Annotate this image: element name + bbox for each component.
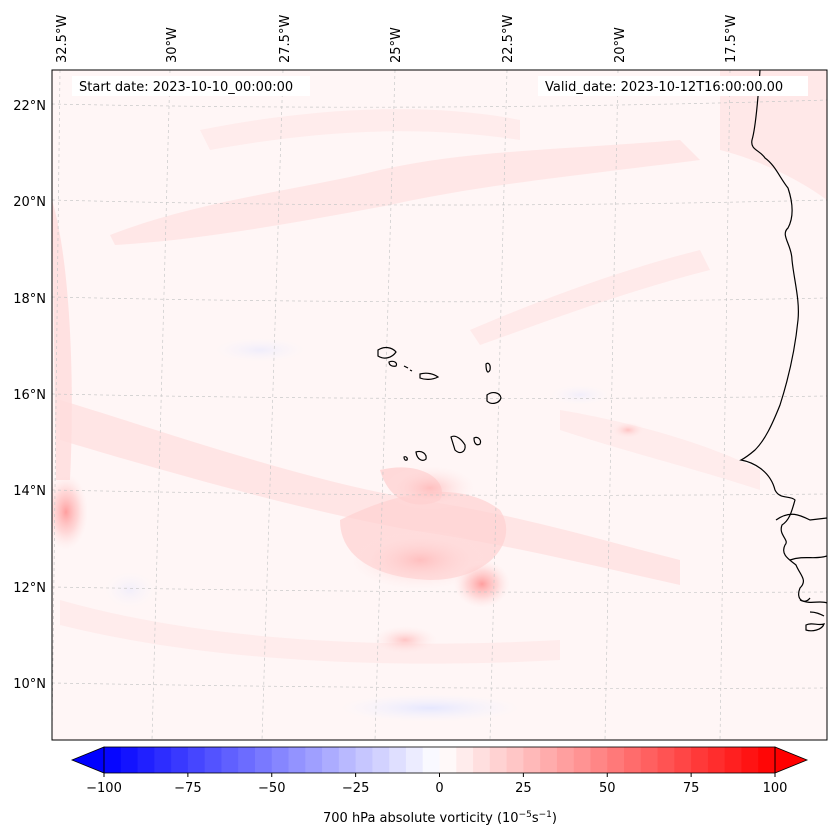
lon-label: 22.5°W (501, 15, 516, 63)
colorbar-arrow-high (774, 746, 809, 774)
map-panel: Start date: 2023-10-10_00:00:00 Valid_da… (51, 69, 828, 741)
lon-label: 27.5°W (278, 15, 293, 63)
colorbar-cell (221, 747, 239, 773)
colorbar-tick-label: −25 (342, 781, 369, 796)
colorbar-cell (338, 747, 357, 773)
start-date-box (72, 76, 310, 96)
colorbar-cell (657, 747, 675, 773)
colorbar-tick-label: 75 (683, 781, 700, 796)
colorbar-cell (506, 747, 524, 773)
colorbar-cell (624, 747, 642, 773)
colorbar-tick-label: 100 (763, 781, 788, 796)
colorbar-cell (456, 747, 474, 773)
colorbar-cell (607, 747, 625, 773)
colorbar-cell (691, 747, 709, 773)
colorbar-cells (104, 747, 776, 773)
lat-label: 14°N (13, 484, 46, 499)
colorbar-cell (422, 747, 440, 773)
lat-label: 16°N (13, 388, 46, 403)
colorbar-tick-label: 50 (599, 781, 616, 796)
colorbar-cell (758, 747, 776, 773)
colorbar-cell (473, 747, 491, 773)
colorbar-ticks: −100 −75 −50 −25 0 25 50 75 100 (86, 773, 787, 796)
colorbar-cell (590, 747, 608, 773)
valid-date-box (538, 76, 808, 96)
colorbar-cell (573, 747, 591, 773)
valid-date-label: Valid_date: 2023-10-12T16:00:00.00 (545, 80, 783, 95)
colorbar-arrow-low (70, 746, 105, 774)
colorbar-cell (355, 747, 373, 773)
colorbar-cell (288, 747, 306, 773)
colorbar: −100 −75 −50 −25 0 25 50 75 100 700 hPa absolute… (70, 746, 809, 826)
colorbar-cell (322, 747, 340, 773)
colorbar-cell (271, 747, 290, 773)
colorbar-tick-label: −100 (86, 781, 122, 796)
vorticity-field (52, 70, 827, 722)
lat-label: 12°N (13, 581, 46, 596)
colorbar-cell (372, 747, 390, 773)
coastline (739, 70, 827, 632)
lon-label: 17.5°W (724, 15, 739, 63)
colorbar-tick-label: −75 (174, 781, 201, 796)
lon-label: 32.5°W (55, 15, 70, 63)
lat-label: 10°N (13, 677, 46, 692)
colorbar-cell (154, 747, 172, 773)
colorbar-cell (741, 747, 759, 773)
colorbar-cell (187, 747, 206, 773)
colorbar-cell (405, 747, 424, 773)
colorbar-cell (439, 747, 457, 773)
colorbar-cell (238, 747, 256, 773)
colorbar-cell (556, 747, 575, 773)
colorbar-cell (137, 747, 155, 773)
graticule (52, 70, 827, 740)
latitude-labels: 22°N 20°N 18°N 16°N 14°N 12°N 10°N (13, 99, 46, 692)
colorbar-cell (707, 747, 726, 773)
lat-label: 18°N (13, 292, 46, 307)
colorbar-cell (120, 747, 139, 773)
lat-label: 20°N (13, 195, 46, 210)
colorbar-cell (674, 747, 692, 773)
colorbar-tick-label: 0 (435, 781, 443, 796)
lon-label: 30°W (165, 27, 180, 63)
colorbar-cell (523, 747, 541, 773)
colorbar-cell (389, 747, 407, 773)
colorbar-cell (254, 747, 273, 773)
cape-verde-islands (377, 346, 502, 461)
longitude-labels: 32.5°W 30°W 27.5°W 25°W 22.5°W 20°W 17.5… (55, 15, 739, 63)
start-date-label: Start date: 2023-10-10_00:00:00 (79, 80, 293, 95)
map-frame (51, 69, 828, 741)
lat-label: 22°N (13, 99, 46, 114)
lon-label: 20°W (613, 27, 628, 63)
colorbar-cell (724, 747, 742, 773)
lon-label: 25°W (389, 27, 404, 63)
colorbar-label: 700 hPa absolute vorticity (10−5s−1) (323, 810, 557, 826)
colorbar-cell (540, 747, 558, 773)
colorbar-cell (640, 747, 659, 773)
colorbar-cell (104, 747, 122, 773)
colorbar-cell (489, 747, 508, 773)
colorbar-cell (171, 747, 189, 773)
colorbar-tick-label: −50 (258, 781, 285, 796)
colorbar-tick-label: 25 (515, 781, 532, 796)
colorbar-cell (305, 747, 323, 773)
colorbar-cell (204, 747, 222, 773)
